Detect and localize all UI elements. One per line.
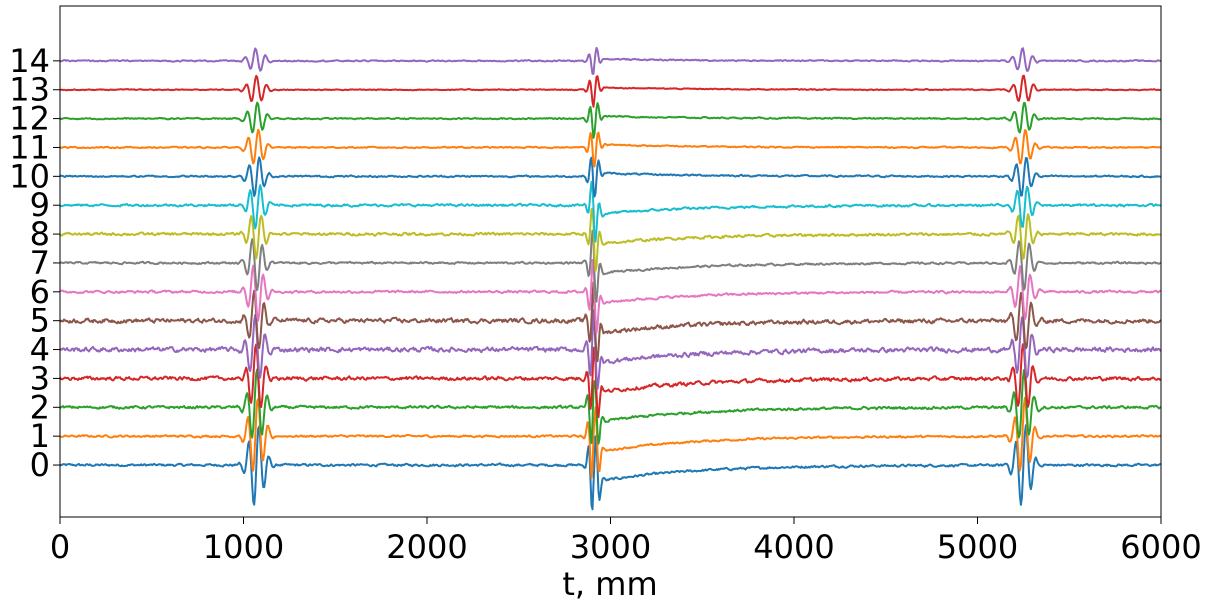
series-line-9 <box>59 180 1162 243</box>
x-tick-label: 5000 <box>937 528 1018 566</box>
y-tick-label: 8 <box>30 215 50 253</box>
series-line-3 <box>59 343 1162 419</box>
y-tick-label: 13 <box>9 71 50 109</box>
y-tick-label: 14 <box>9 42 50 80</box>
y-tick-label: 6 <box>30 273 50 311</box>
y-tick-label: 0 <box>30 446 50 484</box>
series-line-14 <box>59 46 1162 75</box>
x-tick-label: 2000 <box>386 528 467 566</box>
x-axis-ticks: 0 1000 2000 3000 4000 5000 6000 <box>50 517 1202 566</box>
series-line-2 <box>59 368 1162 445</box>
series-line-4 <box>59 309 1162 390</box>
y-tick-label: 4 <box>30 331 50 369</box>
y-tick-label: 12 <box>9 100 50 138</box>
series-line-10 <box>59 156 1161 198</box>
x-tick-label: 0 <box>50 528 70 566</box>
series-line-1 <box>59 397 1162 479</box>
x-tick-label: 3000 <box>570 528 651 566</box>
y-tick-label: 5 <box>30 302 50 340</box>
series-lines <box>59 46 1162 511</box>
series-line-12 <box>59 101 1162 139</box>
series-line-8 <box>59 207 1161 272</box>
x-tick-label: 6000 <box>1120 528 1201 566</box>
y-tick-label: 1 <box>30 417 50 455</box>
y-tick-label: 9 <box>30 186 50 224</box>
series-line-11 <box>59 128 1162 168</box>
series-line-7 <box>59 229 1162 303</box>
y-tick-label: 10 <box>9 157 50 195</box>
y-tick-label: 3 <box>30 359 50 397</box>
y-tick-label: 11 <box>9 128 50 166</box>
series-line-5 <box>59 281 1162 363</box>
x-tick-label: 4000 <box>753 528 834 566</box>
x-axis-label: t, mm <box>562 565 657 603</box>
y-tick-label: 7 <box>30 244 50 282</box>
x-tick-label: 1000 <box>203 528 284 566</box>
series-line-6 <box>59 258 1162 334</box>
series-line-13 <box>59 74 1161 108</box>
series-line-0 <box>59 424 1162 511</box>
y-tick-label: 2 <box>30 388 50 426</box>
